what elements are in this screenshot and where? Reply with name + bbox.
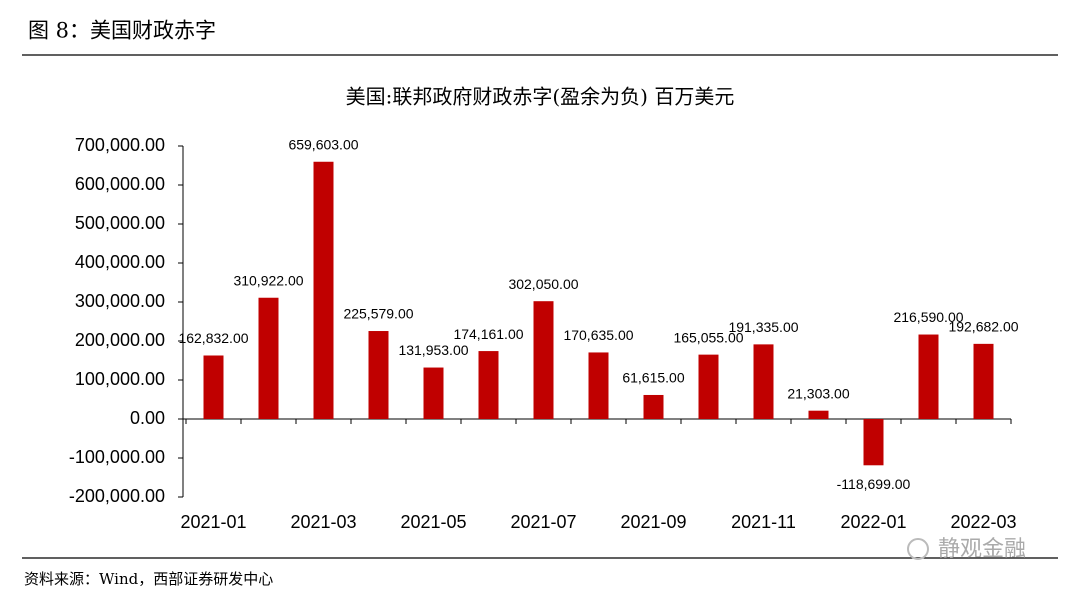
bar	[258, 297, 279, 419]
value-label: 61,615.00	[622, 370, 684, 386]
value-label: 310,922.00	[233, 272, 303, 288]
y-tick-label: 100,000.00	[75, 369, 165, 389]
x-tick-label: 2021-09	[620, 512, 686, 532]
watermark-icon	[907, 538, 929, 560]
bar	[478, 351, 499, 419]
x-tick-label: 2021-07	[510, 512, 576, 532]
x-tick-label: 2021-05	[400, 512, 466, 532]
y-tick-label: 200,000.00	[75, 330, 165, 350]
y-tick-label: -100,000.00	[69, 447, 165, 467]
y-tick-label: 400,000.00	[75, 252, 165, 272]
bar	[368, 331, 389, 419]
value-label: 165,055.00	[673, 329, 743, 345]
y-tick-label: 600,000.00	[75, 174, 165, 194]
value-label: -118,699.00	[837, 476, 911, 492]
bar	[588, 352, 609, 419]
bar	[423, 367, 444, 419]
value-label: 170,635.00	[563, 327, 633, 343]
source-note: 资料来源：Wind，西部证券研发中心	[24, 570, 273, 588]
figure-title: 图 8：美国财政赤字	[28, 19, 216, 43]
value-label: 216,590.00	[893, 309, 963, 325]
y-tick-label: 0.00	[130, 408, 165, 428]
x-tick-label: 2021-11	[731, 512, 796, 532]
chart-title: 美国:联邦政府财政赤字(盈余为负) 百万美元	[346, 85, 735, 109]
bar	[753, 344, 774, 419]
bar	[973, 343, 994, 419]
bar	[808, 410, 829, 419]
bar	[698, 354, 719, 419]
value-label: 225,579.00	[343, 306, 413, 322]
value-label: 191,335.00	[728, 319, 798, 335]
x-tick-label: 2021-03	[290, 512, 356, 532]
value-label: 302,050.00	[508, 276, 578, 292]
y-tick-label: 700,000.00	[75, 135, 165, 155]
bar	[203, 355, 224, 419]
bar	[863, 419, 884, 466]
watermark-text: 静观金融	[938, 536, 1026, 561]
y-tick-label: 300,000.00	[75, 291, 165, 311]
x-tick-label: 2022-01	[840, 512, 906, 532]
value-label: 659,603.00	[288, 136, 358, 152]
bar	[918, 334, 939, 419]
bar	[643, 394, 664, 419]
bar	[533, 301, 554, 419]
value-label: 131,953.00	[398, 342, 468, 358]
y-tick-label: 500,000.00	[75, 213, 165, 233]
value-label: 21,303.00	[787, 385, 849, 401]
x-tick-label: 2021-01	[180, 512, 246, 532]
y-tick-label: -200,000.00	[69, 486, 165, 506]
x-tick-label: 2022-03	[950, 512, 1016, 532]
value-label: 162,832.00	[178, 330, 248, 346]
bar	[313, 161, 334, 420]
value-label: 192,682.00	[948, 319, 1018, 335]
value-label: 174,161.00	[453, 326, 523, 342]
watermark: 静观金融	[907, 536, 1026, 561]
